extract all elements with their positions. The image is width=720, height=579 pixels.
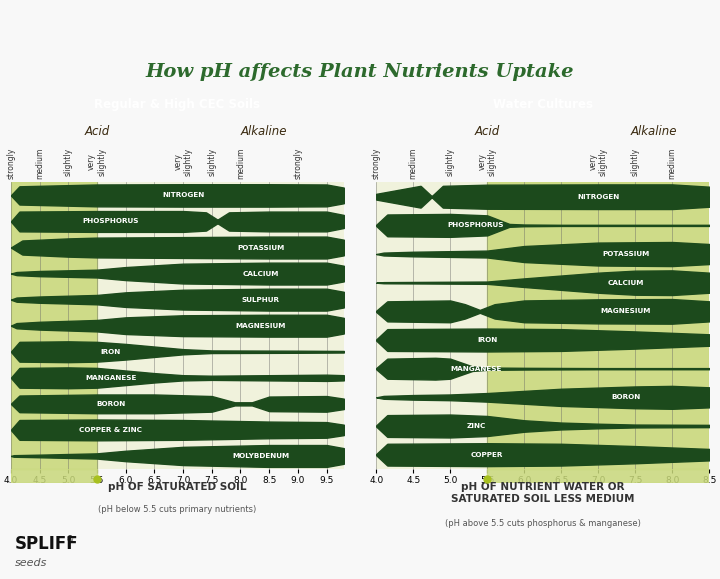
Text: Alkaline: Alkaline — [240, 125, 287, 138]
Text: very
slightly: very slightly — [477, 148, 497, 176]
Bar — [487, 182, 709, 469]
Text: PHOSPHORUS: PHOSPHORUS — [83, 218, 139, 225]
Text: CALCIUM: CALCIUM — [243, 270, 279, 277]
Text: MAGNESIUM: MAGNESIUM — [235, 323, 286, 329]
Text: POTASSIUM: POTASSIUM — [237, 244, 284, 251]
Text: medium: medium — [667, 148, 677, 179]
Text: COPPER & ZINC: COPPER & ZINC — [79, 427, 142, 433]
Text: MANGANESE: MANGANESE — [451, 366, 502, 372]
Text: MANGANESE: MANGANESE — [85, 375, 136, 381]
Text: slightly: slightly — [63, 148, 73, 176]
Text: COPPER: COPPER — [471, 452, 503, 457]
Text: BORON: BORON — [96, 401, 125, 407]
Text: PHOSPHORUS: PHOSPHORUS — [448, 222, 504, 228]
Bar — [11, 469, 97, 483]
Text: Acid: Acid — [474, 125, 500, 138]
Text: SPLIFF: SPLIFF — [14, 535, 78, 554]
Text: Alkaline: Alkaline — [631, 125, 677, 138]
Text: strongly: strongly — [293, 148, 302, 179]
Text: very
slightly: very slightly — [87, 148, 107, 176]
Text: (pH below 5.5 cuts primary nutrients): (pH below 5.5 cuts primary nutrients) — [98, 505, 256, 515]
Text: MOLYBDENUM: MOLYBDENUM — [232, 453, 289, 459]
Text: CALCIUM: CALCIUM — [608, 280, 644, 285]
Text: pH OF SATURATED SOIL: pH OF SATURATED SOIL — [108, 482, 246, 492]
Text: ZINC: ZINC — [467, 423, 486, 429]
Text: IRON: IRON — [477, 337, 498, 343]
Bar — [11, 182, 97, 469]
Text: BORON: BORON — [611, 394, 641, 400]
Text: very
slightly: very slightly — [174, 148, 193, 176]
Text: strongly: strongly — [6, 148, 15, 179]
Text: NITROGEN: NITROGEN — [162, 192, 204, 199]
Text: Regular & High CEC Soils: Regular & High CEC Soils — [94, 98, 261, 111]
Text: (pH above 5.5 cuts phosphorus & manganese): (pH above 5.5 cuts phosphorus & manganes… — [445, 519, 641, 528]
Text: medium: medium — [236, 148, 245, 179]
Text: Water Cultures: Water Cultures — [492, 98, 593, 111]
Text: medium: medium — [35, 148, 44, 179]
Text: seeds: seeds — [14, 558, 47, 568]
Text: strongly: strongly — [372, 148, 381, 179]
Text: medium: medium — [409, 148, 418, 179]
Text: slightly: slightly — [446, 148, 455, 176]
Text: NITROGEN: NITROGEN — [577, 194, 619, 200]
Text: very
slightly: very slightly — [588, 148, 608, 176]
Text: How pH affects Plant Nutrients Uptake: How pH affects Plant Nutrients Uptake — [145, 63, 575, 81]
Text: SULPHUR: SULPHUR — [241, 296, 279, 303]
Text: POTASSIUM: POTASSIUM — [603, 251, 649, 257]
Text: slightly: slightly — [631, 148, 639, 176]
Text: IRON: IRON — [101, 349, 121, 355]
Text: MAGNESIUM: MAGNESIUM — [600, 309, 651, 314]
Bar — [487, 469, 709, 483]
Text: pH OF NUTRIENT WATER OR
SATURATED SOIL LESS MEDIUM: pH OF NUTRIENT WATER OR SATURATED SOIL L… — [451, 482, 634, 504]
Text: Acid: Acid — [84, 125, 109, 138]
Text: ®: ® — [66, 535, 74, 544]
Text: slightly: slightly — [207, 148, 216, 176]
